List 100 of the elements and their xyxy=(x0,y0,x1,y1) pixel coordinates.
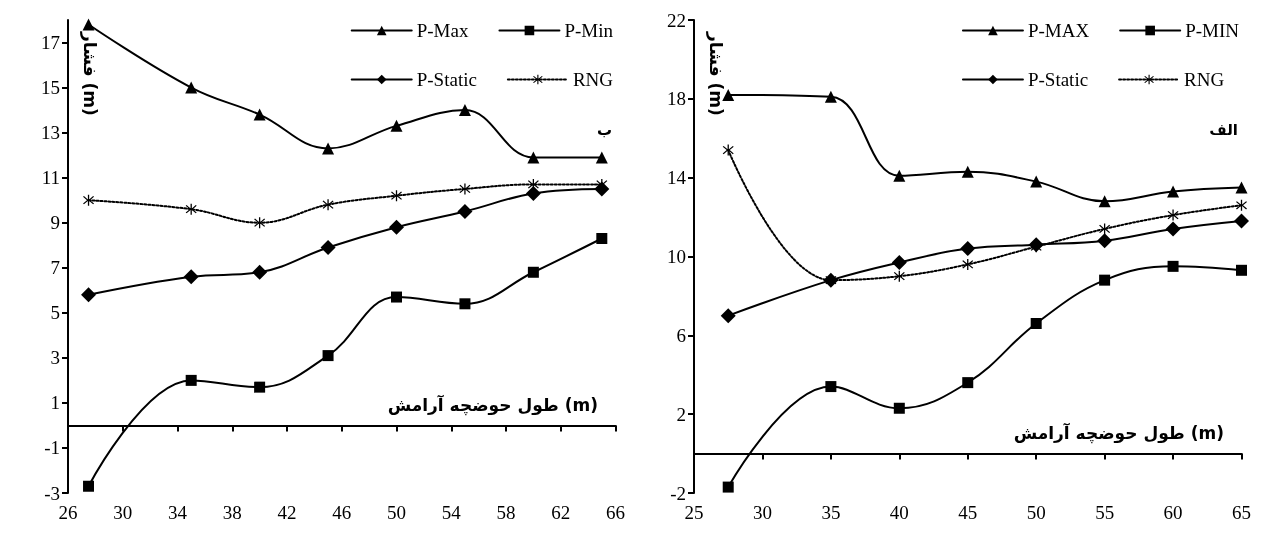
point xyxy=(254,381,266,393)
legend-label: P-Static xyxy=(416,69,477,90)
x-tick-label: 60 xyxy=(1163,502,1183,523)
y-tick-label: -2 xyxy=(670,482,686,504)
point xyxy=(1167,260,1179,272)
point xyxy=(722,481,734,493)
point xyxy=(82,18,95,31)
point xyxy=(1167,185,1180,198)
point xyxy=(527,151,540,164)
x-tick-label: 65 xyxy=(1232,502,1251,523)
point xyxy=(254,217,266,229)
x-tick-label: 55 xyxy=(1095,502,1115,523)
point xyxy=(457,203,473,219)
x-tick-label: 50 xyxy=(387,502,406,523)
point xyxy=(1099,274,1111,286)
legend-label: P-Min xyxy=(564,20,614,41)
point xyxy=(1165,221,1181,237)
y-tick-label: 1 xyxy=(50,392,60,414)
point xyxy=(960,241,976,257)
point xyxy=(1099,223,1111,235)
y-tick-label: 14 xyxy=(667,167,687,189)
y-tick-label: 11 xyxy=(41,167,60,189)
legend-label: P-MIN xyxy=(1185,20,1240,41)
x-tick-label: 40 xyxy=(889,502,909,523)
point xyxy=(1097,233,1113,249)
x-tick-label: 66 xyxy=(606,502,625,523)
x-tick-label: 58 xyxy=(496,502,516,523)
point xyxy=(322,142,335,155)
y-tick-label: 2 xyxy=(676,403,686,425)
point xyxy=(185,374,197,386)
point xyxy=(322,199,334,211)
point xyxy=(322,350,334,362)
x-tick-label: 50 xyxy=(1026,502,1046,523)
point xyxy=(83,480,95,492)
point xyxy=(185,81,198,94)
x-tick-label: 45 xyxy=(958,502,978,523)
point xyxy=(824,90,837,103)
point xyxy=(1030,175,1043,188)
point xyxy=(720,308,736,324)
y-tick-label: 15 xyxy=(41,77,60,99)
legend-label: P-Static xyxy=(1027,69,1089,90)
y-tick-label: 9 xyxy=(50,212,60,234)
y-tick-label: 7 xyxy=(50,257,60,279)
point xyxy=(525,185,541,201)
x-tick-label: 30 xyxy=(113,502,133,523)
x-tick-label: 54 xyxy=(441,502,462,523)
point xyxy=(962,377,974,389)
y-tick-label: 18 xyxy=(667,88,686,110)
x-tick-label: 38 xyxy=(222,502,242,523)
y-tick-label: 13 xyxy=(41,122,60,144)
legend-label: P-MAX xyxy=(1027,20,1090,41)
y-axis-title: فشار (m) xyxy=(706,31,726,116)
x-tick-label: 42 xyxy=(277,502,297,523)
point xyxy=(1236,199,1247,211)
point xyxy=(893,270,905,282)
x-tick-label: 46 xyxy=(332,502,352,523)
point xyxy=(722,144,734,156)
y-tick-label: 6 xyxy=(676,324,686,346)
point xyxy=(391,291,402,303)
y-tick-label: 3 xyxy=(50,347,60,369)
point xyxy=(527,266,539,278)
point xyxy=(1030,318,1042,330)
y-tick-label: 5 xyxy=(50,302,60,324)
point xyxy=(459,298,471,310)
y-tick-label: 22 xyxy=(667,9,686,31)
point xyxy=(1167,209,1179,221)
y-axis-title: فشار (m) xyxy=(80,31,100,116)
y-tick-label: -1 xyxy=(44,437,60,459)
point xyxy=(1098,195,1111,208)
point xyxy=(83,194,95,206)
point xyxy=(459,183,471,195)
point xyxy=(1236,264,1247,276)
point xyxy=(253,108,266,121)
point xyxy=(825,381,837,393)
x-axis-title: طول حوضچه آرامش (m) xyxy=(387,393,598,416)
x-tick-label: 62 xyxy=(551,502,571,523)
legend-label: RNG xyxy=(1184,69,1225,90)
legend-label: P-Max xyxy=(416,20,469,41)
point xyxy=(893,169,906,182)
x-axis-title: طول حوضچه آرامش (m) xyxy=(1013,422,1224,445)
x-tick-label: 26 xyxy=(58,502,78,523)
x-tick-label: 25 xyxy=(684,502,704,523)
annotation: ب xyxy=(596,121,612,139)
x-tick-label: 34 xyxy=(168,502,188,523)
point xyxy=(458,104,471,117)
point xyxy=(595,151,608,164)
point xyxy=(1235,181,1248,194)
point xyxy=(390,119,403,132)
annotation: الف xyxy=(1209,121,1238,139)
point xyxy=(183,269,199,285)
legend-label: RNG xyxy=(572,69,614,90)
point xyxy=(185,203,197,215)
point xyxy=(893,402,905,414)
point xyxy=(389,219,404,235)
x-tick-label: 30 xyxy=(752,502,772,523)
point xyxy=(320,239,336,255)
point xyxy=(1234,213,1249,229)
point xyxy=(1030,241,1042,253)
point xyxy=(596,232,608,244)
y-tick-label: 17 xyxy=(41,32,60,54)
